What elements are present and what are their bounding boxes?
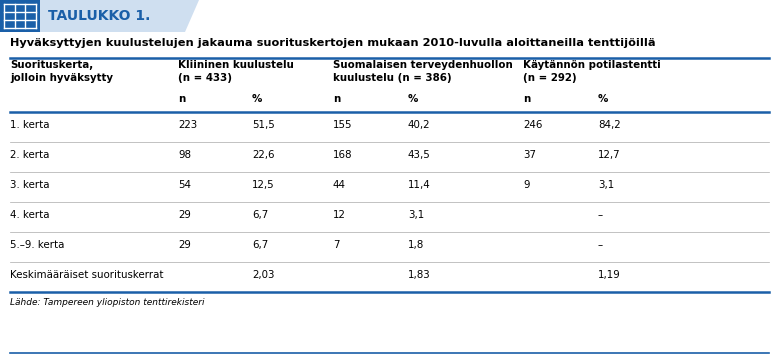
Text: 98: 98 xyxy=(178,150,191,160)
Text: Keskimääräiset suorituskerrat: Keskimääräiset suorituskerrat xyxy=(10,270,164,280)
Text: 6,7: 6,7 xyxy=(252,210,268,220)
Text: 4. kerta: 4. kerta xyxy=(10,210,50,220)
Text: 29: 29 xyxy=(178,210,191,220)
Text: Lähde: Tampereen yliopiston tenttirekisteri: Lähde: Tampereen yliopiston tenttirekist… xyxy=(10,298,205,307)
Text: Hyväksyttyjen kuulustelujen jakauma suorituskertojen mukaan 2010-luvulla aloitta: Hyväksyttyjen kuulustelujen jakauma suor… xyxy=(10,38,656,48)
Text: n: n xyxy=(333,94,340,104)
Text: 2. kerta: 2. kerta xyxy=(10,150,49,160)
Text: –: – xyxy=(598,240,603,250)
Text: 155: 155 xyxy=(333,120,353,130)
Text: 44: 44 xyxy=(333,180,346,190)
Text: 1,19: 1,19 xyxy=(598,270,621,280)
Text: Käytännön potilastentti
(n = 292): Käytännön potilastentti (n = 292) xyxy=(523,60,661,83)
Text: 1,8: 1,8 xyxy=(408,240,425,250)
Text: 54: 54 xyxy=(178,180,191,190)
Text: TAULUKKO 1.: TAULUKKO 1. xyxy=(48,9,150,23)
Text: n: n xyxy=(178,94,185,104)
Text: 3,1: 3,1 xyxy=(598,180,615,190)
Text: n: n xyxy=(523,94,530,104)
Text: 29: 29 xyxy=(178,240,191,250)
Text: 7: 7 xyxy=(333,240,340,250)
Text: 84,2: 84,2 xyxy=(598,120,621,130)
Polygon shape xyxy=(40,0,199,32)
Text: 5.–9. kerta: 5.–9. kerta xyxy=(10,240,65,250)
Text: 1,83: 1,83 xyxy=(408,270,431,280)
Text: 51,5: 51,5 xyxy=(252,120,275,130)
Text: –: – xyxy=(598,210,603,220)
Text: 3,1: 3,1 xyxy=(408,210,425,220)
Text: %: % xyxy=(252,94,263,104)
Text: 223: 223 xyxy=(178,120,197,130)
Text: 1. kerta: 1. kerta xyxy=(10,120,50,130)
Text: 3. kerta: 3. kerta xyxy=(10,180,50,190)
Text: 43,5: 43,5 xyxy=(408,150,431,160)
Text: 12,5: 12,5 xyxy=(252,180,275,190)
Text: Suorituskerta,
jolloin hyväksytty: Suorituskerta, jolloin hyväksytty xyxy=(10,60,113,83)
Text: %: % xyxy=(598,94,608,104)
Text: 12,7: 12,7 xyxy=(598,150,621,160)
Text: 11,4: 11,4 xyxy=(408,180,431,190)
Text: 37: 37 xyxy=(523,150,536,160)
Text: 6,7: 6,7 xyxy=(252,240,268,250)
Bar xyxy=(0,0,40,32)
Text: 246: 246 xyxy=(523,120,542,130)
Text: 22,6: 22,6 xyxy=(252,150,274,160)
Text: 168: 168 xyxy=(333,150,353,160)
Text: 12: 12 xyxy=(333,210,346,220)
Text: Kliininen kuulustelu
(n = 433): Kliininen kuulustelu (n = 433) xyxy=(178,60,294,83)
Text: 40,2: 40,2 xyxy=(408,120,431,130)
Text: %: % xyxy=(408,94,418,104)
Text: Suomalaisen terveydenhuollon
kuulustelu (n = 386): Suomalaisen terveydenhuollon kuulustelu … xyxy=(333,60,513,83)
Text: 2,03: 2,03 xyxy=(252,270,274,280)
Text: 9: 9 xyxy=(523,180,530,190)
